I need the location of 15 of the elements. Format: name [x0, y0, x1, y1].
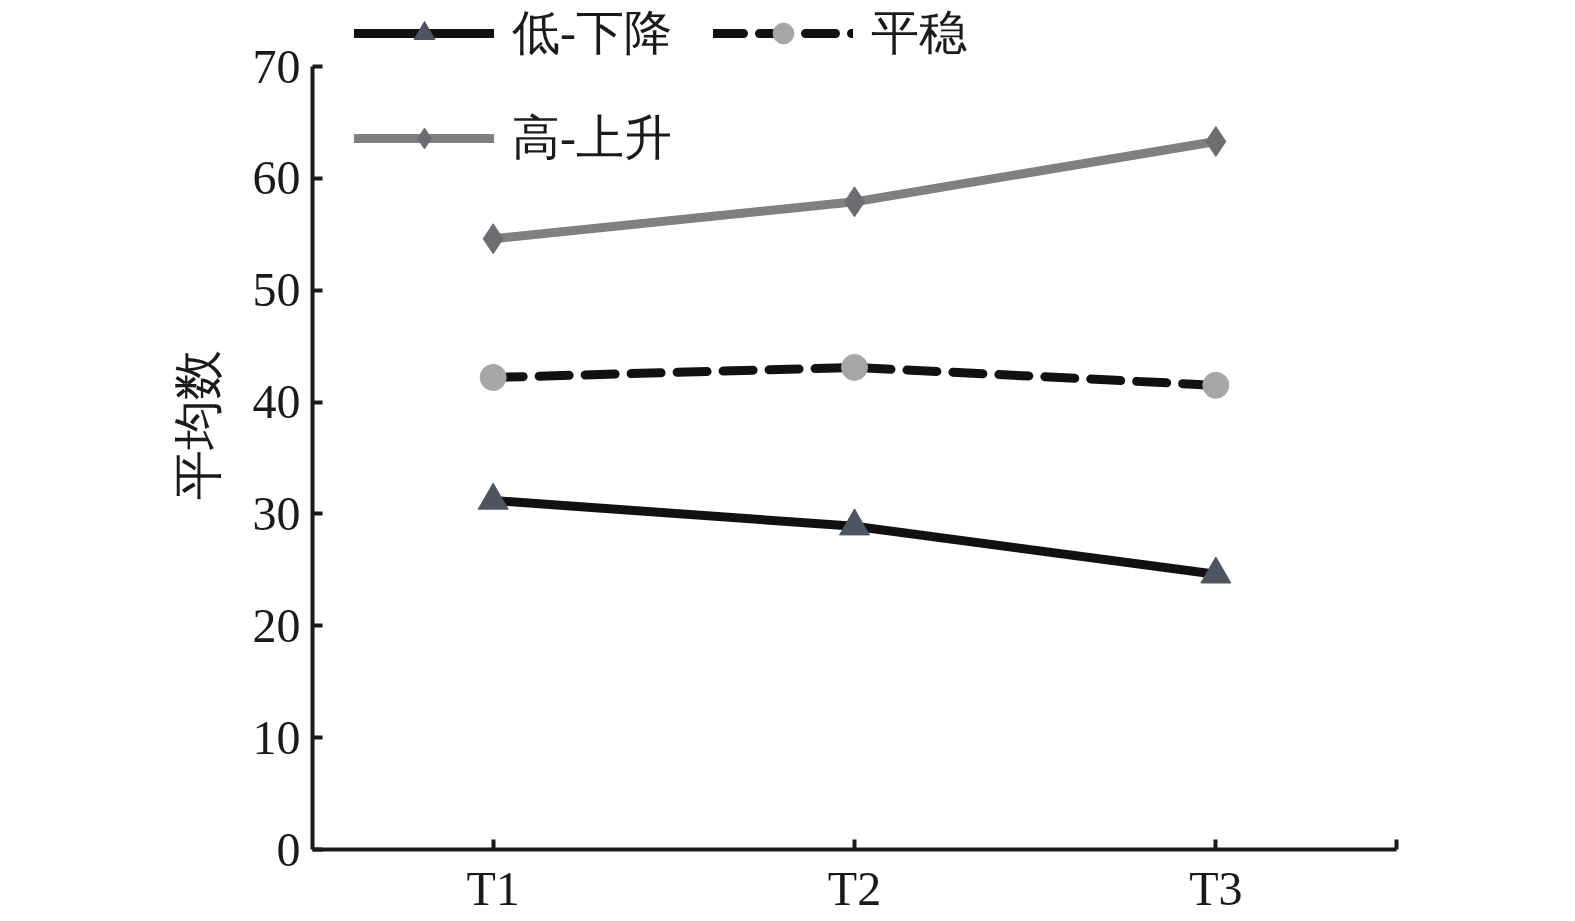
- x-tick-label: T3: [1189, 861, 1243, 915]
- y-tick-label: 60: [252, 151, 301, 205]
- legend-label: 平稳: [870, 5, 967, 61]
- y-tick-label: 0: [276, 822, 301, 876]
- x-tick-label: T1: [466, 861, 520, 915]
- x-tick-label: T2: [827, 861, 882, 915]
- y-tick-label: 40: [252, 375, 301, 429]
- legend-label: 高-上升: [512, 110, 672, 166]
- y-tick-label: 30: [252, 486, 301, 540]
- y-tick-label: 50: [252, 263, 301, 317]
- y-tick-label: 20: [252, 598, 301, 652]
- y-tick-label: 70: [252, 39, 301, 93]
- legend-label: 低-下降: [512, 5, 672, 61]
- y-axis-title: 平均数: [169, 350, 226, 500]
- y-tick-label: 10: [252, 710, 301, 764]
